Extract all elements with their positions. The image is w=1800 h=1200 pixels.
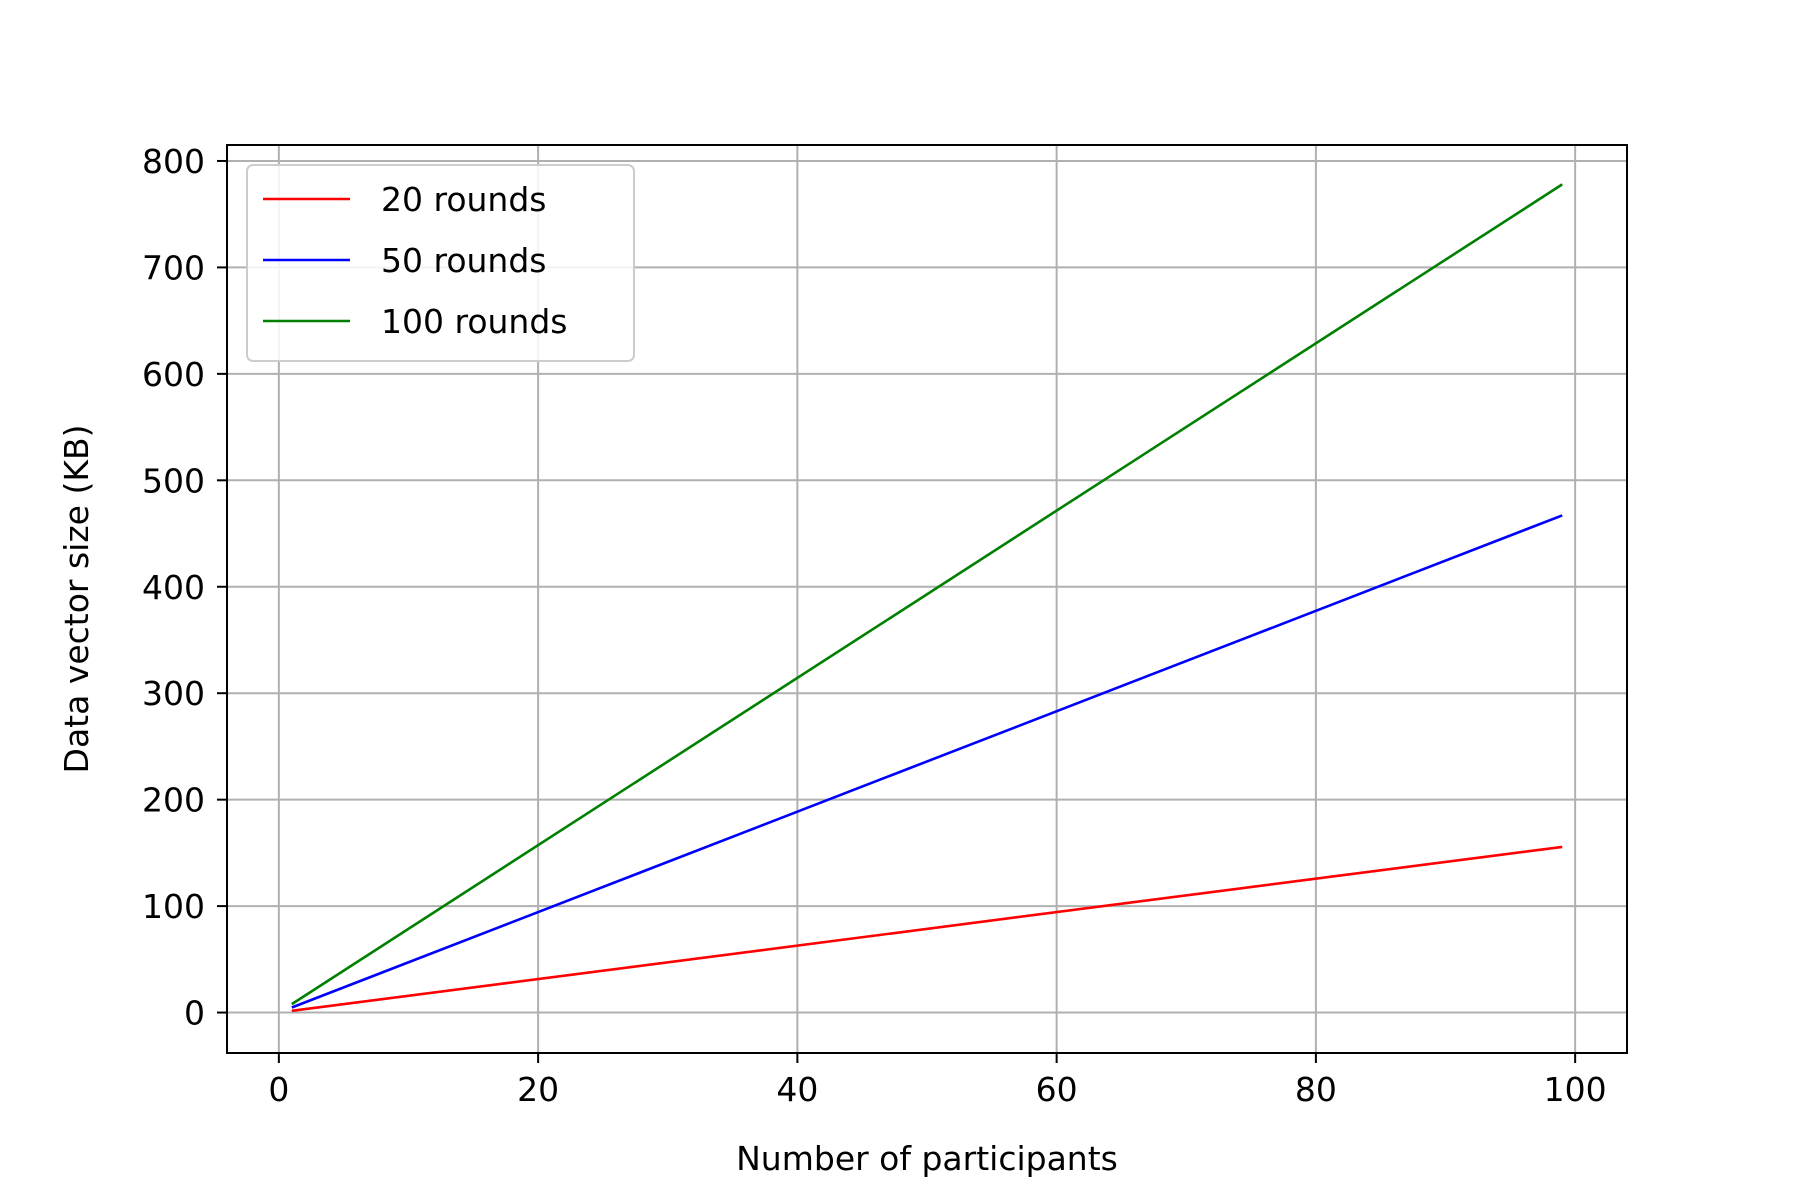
x-tick-label: 80 — [1295, 1070, 1337, 1109]
y-tick-label: 300 — [142, 674, 205, 713]
x-tick-label: 100 — [1544, 1070, 1607, 1109]
x-axis: 0 20 40 60 80 100 — [268, 1053, 1607, 1109]
legend-label-1: 20 rounds — [381, 180, 546, 219]
series-line-3 — [291, 183, 1563, 1006]
legend: 20 rounds 50 rounds 100 rounds — [246, 164, 635, 362]
legend-box — [246, 164, 635, 362]
y-tick-label: 0 — [184, 994, 205, 1033]
x-axis-label: Number of participants — [736, 1139, 1118, 1178]
y-axis-label: Data vector size (KB) — [57, 425, 96, 774]
y-tick-label: 600 — [142, 355, 205, 394]
y-tick-label: 700 — [142, 248, 205, 287]
plot-frame — [226, 144, 1628, 1054]
x-tick-label: 20 — [517, 1070, 559, 1109]
y-tick-label: 500 — [142, 461, 205, 500]
y-tick-label: 800 — [142, 142, 205, 181]
series-group — [291, 183, 1563, 1013]
y-tick-label: 200 — [142, 781, 205, 820]
x-tick-label: 40 — [776, 1070, 818, 1109]
series-line-2 — [291, 514, 1563, 1009]
y-tick-label: 100 — [142, 887, 205, 926]
y-axis: 0 100 200 300 400 500 600 700 800 — [142, 142, 227, 1033]
grid — [227, 145, 1627, 1053]
legend-label-3: 100 rounds — [381, 302, 567, 341]
legend-label-2: 50 rounds — [381, 241, 546, 280]
y-tick-label: 400 — [142, 568, 205, 607]
series-line-1 — [291, 845, 1563, 1013]
x-tick-label: 60 — [1036, 1070, 1078, 1109]
x-tick-label: 0 — [268, 1070, 289, 1109]
